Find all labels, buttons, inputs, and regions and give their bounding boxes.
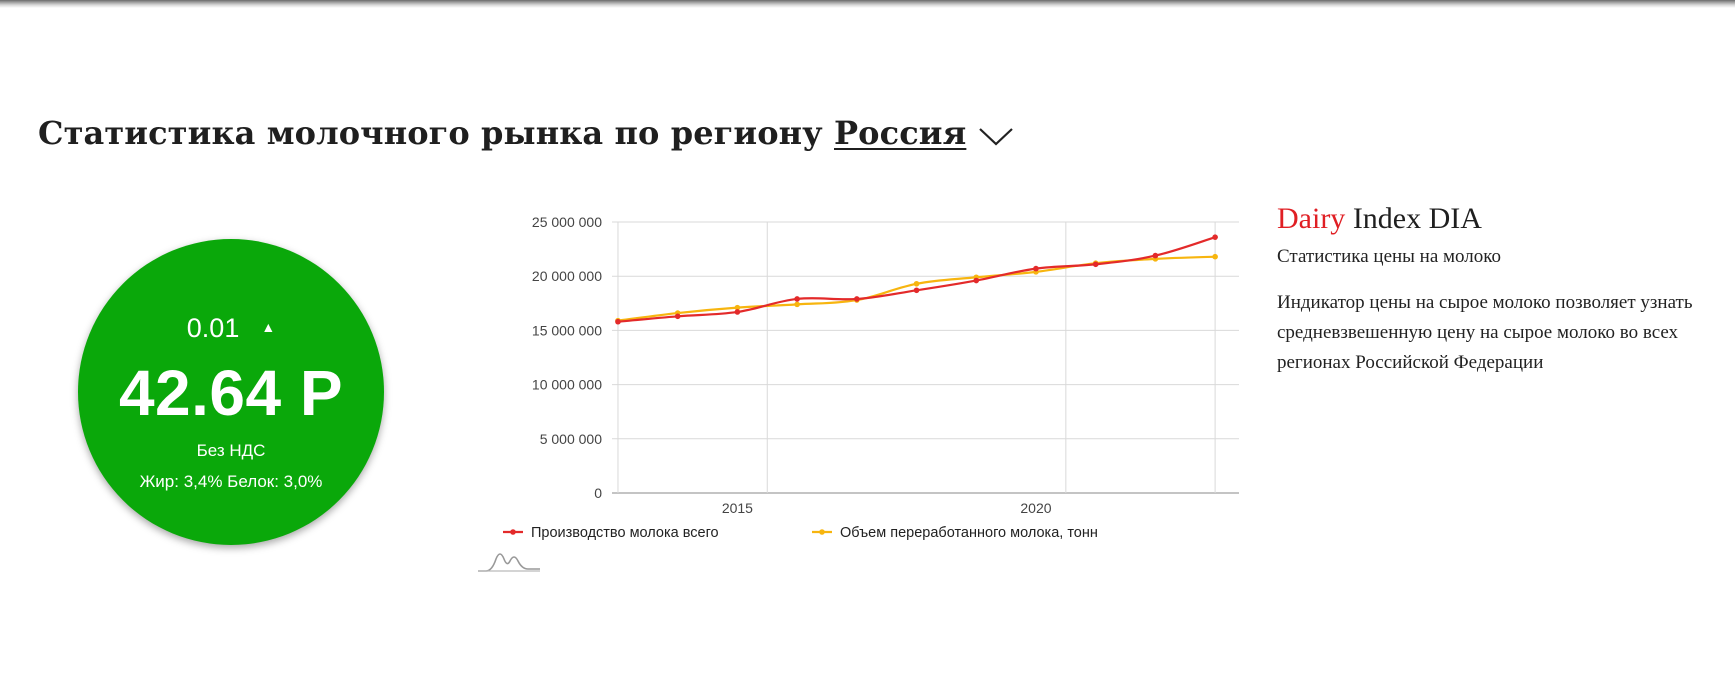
x-tick-label: 2015: [722, 500, 753, 516]
x-tick-label: 2020: [1020, 500, 1051, 516]
milk-production-chart: 0 5 000 000 10 000 000 15 000 000 20 000 000…: [503, 214, 1239, 541]
data-point[interactable]: [615, 318, 621, 325]
brand-title: Dairy Index DIA: [1277, 200, 1717, 238]
y-tick-label: 20 000 000: [532, 268, 602, 284]
top-shadow: [0, 0, 1735, 8]
chart-range-icon[interactable]: [476, 549, 542, 573]
data-point[interactable]: [674, 313, 681, 320]
data-point[interactable]: [1212, 234, 1218, 240]
chart-series: [615, 234, 1218, 325]
y-tick-label: 5 000 000: [540, 431, 602, 447]
data-point[interactable]: [913, 287, 920, 294]
fat-protein-note: Жир: 3,4% Белок: 3,0%: [139, 472, 323, 491]
data-point[interactable]: [1152, 252, 1159, 259]
dairy-index-info: Dairy Index DIA Статистика цены на молок…: [1277, 200, 1717, 378]
y-tick-label: 25 000 000: [532, 214, 602, 230]
data-point[interactable]: [1033, 265, 1039, 272]
legend-label[interactable]: Производство молока всего: [531, 525, 719, 541]
data-point[interactable]: [794, 301, 800, 308]
region-link[interactable]: Россия: [834, 114, 967, 152]
data-point[interactable]: [913, 280, 920, 287]
vat-note: Без НДС: [196, 441, 266, 460]
chart-grid: [612, 221, 1239, 494]
data-point[interactable]: [854, 296, 860, 302]
data-point[interactable]: [1092, 261, 1099, 268]
info-description: Индикатор цены на сырое молоко позволяет…: [1277, 292, 1693, 373]
chart-legend: Производство молока всего Объем переработ…: [503, 525, 1098, 541]
y-tick-label: 15 000 000: [532, 322, 602, 338]
price-change-value: 0.01: [186, 313, 240, 343]
data-point[interactable]: [734, 304, 741, 311]
data-point[interactable]: [734, 309, 741, 315]
brand-title-rest: Index DIA: [1352, 202, 1482, 235]
legend-swatch-dot: [510, 529, 516, 535]
info-subtitle: Статистика цены на молоко: [1277, 246, 1502, 267]
arrow-up-icon: ▲: [261, 319, 276, 335]
data-point[interactable]: [794, 296, 800, 302]
legend-label[interactable]: Объем переработанного молока, тонн: [840, 525, 1098, 541]
page-title-text: Статистика молочного рынка по региону: [38, 114, 823, 152]
price-value: 42.64 Р: [118, 357, 344, 429]
chart-axes: 0 5 000 000 10 000 000 15 000 000 20 000 000…: [532, 214, 1052, 516]
chevron-down-icon[interactable]: [978, 124, 1014, 148]
legend-swatch-dot: [819, 529, 825, 535]
brand-title-red: Dairy: [1277, 202, 1346, 235]
data-point[interactable]: [973, 277, 980, 284]
y-tick-label: 0: [594, 485, 602, 501]
y-tick-label: 10 000 000: [532, 377, 602, 393]
page-title: Статистика молочного рынка по региону Ро…: [38, 114, 1014, 152]
price-card: 0.01 ▲ 42.64 Р Без НДС Жир: 3,4% Белок: 3…: [78, 239, 384, 545]
price-change-row: 0.01 ▲: [78, 313, 384, 344]
data-point[interactable]: [1212, 253, 1218, 260]
